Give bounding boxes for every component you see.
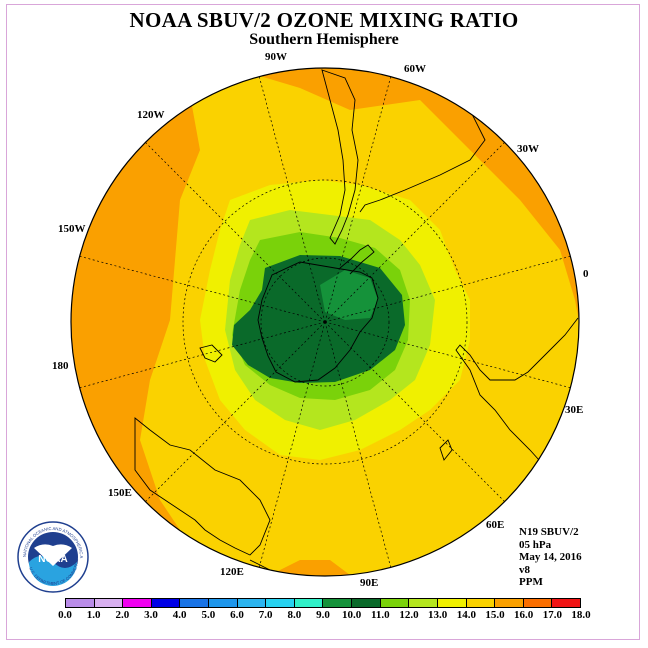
- longitude-label: 120E: [220, 566, 244, 578]
- colorbar-tick-label: 15.0: [485, 609, 505, 621]
- longitude-label: 150W: [58, 223, 86, 235]
- colorbar-swatch: [294, 599, 324, 607]
- colorbar-tick-label: 3.0: [144, 609, 158, 621]
- colorbar-tick-label: 12.0: [399, 609, 419, 621]
- new-zealand: [199, 344, 223, 363]
- colorbar-tick-label: 1.0: [86, 609, 101, 621]
- colorbar-swatch: [266, 599, 295, 607]
- colorbar-tick-label: 14.0: [456, 609, 476, 621]
- colorbar-swatch: [209, 599, 238, 607]
- longitude-label: 180: [52, 360, 69, 372]
- colorbar-tick-label: 16.0: [514, 609, 534, 621]
- colorbar-swatch: [66, 599, 95, 607]
- colorbar-tick-label: 10.0: [342, 609, 362, 621]
- meridian-line: [258, 321, 326, 568]
- colorbar-swatch: [123, 599, 152, 607]
- info-date: May 14, 2016: [519, 551, 582, 563]
- longitude-label: 60W: [404, 63, 426, 75]
- map-info: N19 SBUV/2 05 hPa May 14, 2016 v8 PPM: [519, 526, 582, 589]
- meridian-line: [324, 321, 392, 568]
- africa-coast: [455, 317, 579, 501]
- colorbar-tick-label: 6.0: [230, 609, 244, 621]
- map-subtitle: Southern Hemisphere: [249, 31, 399, 48]
- logo-text: NOAA: [38, 554, 67, 565]
- info-instrument: N19 SBUV/2: [519, 526, 579, 538]
- map-boundary: [70, 67, 580, 577]
- colorbar-swatch: [94, 599, 124, 607]
- meridian-line: [79, 255, 326, 323]
- meridian-line: [145, 142, 326, 323]
- colorbar-tick-label: 17.0: [542, 609, 562, 621]
- ozone-field: [71, 68, 579, 576]
- colorbar-swatch: [237, 599, 267, 607]
- meridian-line: [79, 321, 326, 389]
- colorbar-tick-label: 2.0: [115, 609, 130, 621]
- longitude-label: 0: [583, 268, 589, 280]
- longitude-label: 150E: [108, 487, 132, 499]
- meridian-line: [324, 321, 505, 502]
- meridian-line: [145, 321, 326, 502]
- colorbar-tick-label: 18.0: [571, 609, 591, 621]
- colorbar-tick-label: 5.0: [201, 609, 216, 621]
- colorbar-tick-label: 11.0: [371, 609, 390, 621]
- meridian-line: [324, 142, 505, 323]
- longitude-label: 90W: [265, 51, 287, 63]
- colorbar-tick-label: 4.0: [172, 609, 187, 621]
- colorbar-swatch: [437, 599, 467, 607]
- figure-frame: [6, 4, 640, 640]
- info-version: v8: [519, 563, 530, 576]
- colorbar-swatch: [323, 599, 353, 607]
- noaa-logo: NOAA NATIONAL OCEANIC AND ATMOSPHERIC AD…: [14, 516, 90, 594]
- australia-coast: [134, 417, 271, 556]
- info-level: 05 hPa: [519, 538, 552, 551]
- colorbar-tick-label: 9.0: [316, 609, 330, 621]
- colorbar-tick-label: 0.0: [58, 609, 72, 621]
- graticule: [79, 76, 571, 568]
- colorbar-labels: 0.0 1.0 2.0 3.0 4.0 5.0 6.0 7.0 8.0 9.0 10.0 11.0 12…: [0, 609, 648, 623]
- colorbar-tick-label: 13.0: [428, 609, 448, 621]
- colorbar-swatch: [352, 599, 381, 607]
- colorbar-tick-label: 8.0: [287, 609, 302, 621]
- antarctic-peninsula: [339, 244, 375, 275]
- madagascar: [439, 439, 453, 461]
- meridian-line: [324, 76, 392, 323]
- south-america-coast: [321, 69, 359, 245]
- colorbar-swatch: [180, 599, 210, 607]
- map-title: NOAA SBUV/2 OZONE MIXING RATIO: [129, 8, 519, 32]
- field-band-9: [320, 270, 378, 320]
- colorbar-swatch: [495, 599, 524, 607]
- colorbar-tick-label: 7.0: [258, 609, 273, 621]
- colorbar-swatch: [552, 599, 580, 607]
- colorbar-swatch: [523, 599, 553, 607]
- longitude-label: 90E: [360, 577, 379, 589]
- colorbar-swatch: [409, 599, 438, 607]
- colorbar-swatch: [380, 599, 410, 607]
- longitude-label: 30W: [517, 143, 539, 155]
- meridian-line: [324, 255, 571, 323]
- colorbar-swatch: [466, 599, 496, 607]
- info-units: PPM: [519, 576, 543, 588]
- longitude-label: 120W: [137, 109, 165, 121]
- longitude-label: 30E: [565, 404, 584, 416]
- colorbar: [65, 598, 581, 608]
- noaa-seal-icon: NOAA NATIONAL OCEANIC AND ATMOSPHERIC AD…: [14, 516, 89, 593]
- antarctica-coast: [257, 261, 379, 383]
- longitude-label: 60E: [486, 519, 505, 531]
- colorbar-swatch: [151, 599, 181, 607]
- meridian-line: [324, 321, 571, 389]
- meridian-line: [258, 76, 326, 323]
